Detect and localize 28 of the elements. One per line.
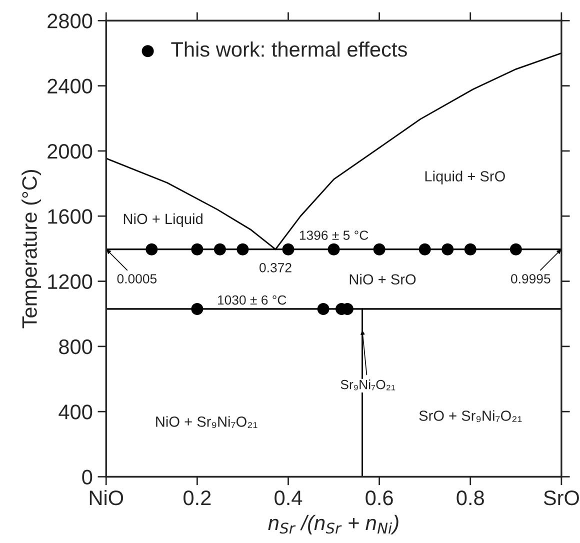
x-tick-label: 0.2 — [184, 490, 211, 506]
x-axis-title: n$_{Sr}$ /(n$_{Sr}$ + n$_{Ni}$) — [268, 514, 398, 534]
x-tick-label: 0.4 — [274, 490, 302, 506]
y-tick-label: 1200 — [48, 274, 92, 290]
annotation: Liquid + SrO — [425, 170, 505, 184]
x-tick-label: NiO — [90, 490, 124, 506]
y-tick-label: 2800 — [48, 14, 92, 28]
x-tick-label: 0.6 — [366, 490, 393, 506]
annotation: NiO + SrO — [350, 274, 416, 285]
x-tick-label: 0.8 — [456, 490, 484, 506]
annotation: Sr₉Ni₇O₂₁ — [340, 380, 396, 390]
annotation: 0.0005 — [117, 274, 157, 284]
y-tick-label: 2000 — [48, 144, 92, 159]
y-tick-label: 800 — [59, 339, 92, 354]
legend-label: This work: thermal effects — [171, 41, 407, 57]
annotation: 0.9995 — [510, 274, 550, 284]
y-tick-label: 2400 — [48, 78, 92, 94]
y-axis-title: Temperature (°C) — [22, 170, 42, 328]
y-tick-label: 1600 — [48, 209, 92, 224]
annotation: SrO + Sr₉Ni₇O₂₁ — [419, 410, 522, 422]
annotation: 0.372 — [260, 262, 292, 272]
annotation: NiO + Sr₉Ni₇O₂₁ — [156, 416, 258, 428]
y-tick-label: 0 — [82, 470, 92, 485]
annotation: 1030 ± 6 °C — [218, 295, 286, 305]
annotation: NiO + Liquid — [124, 213, 202, 227]
y-tick-label: 400 — [58, 404, 92, 420]
annotation: 1396 ± 5 °C — [300, 230, 368, 240]
x-tick-label: SrO — [544, 490, 579, 506]
